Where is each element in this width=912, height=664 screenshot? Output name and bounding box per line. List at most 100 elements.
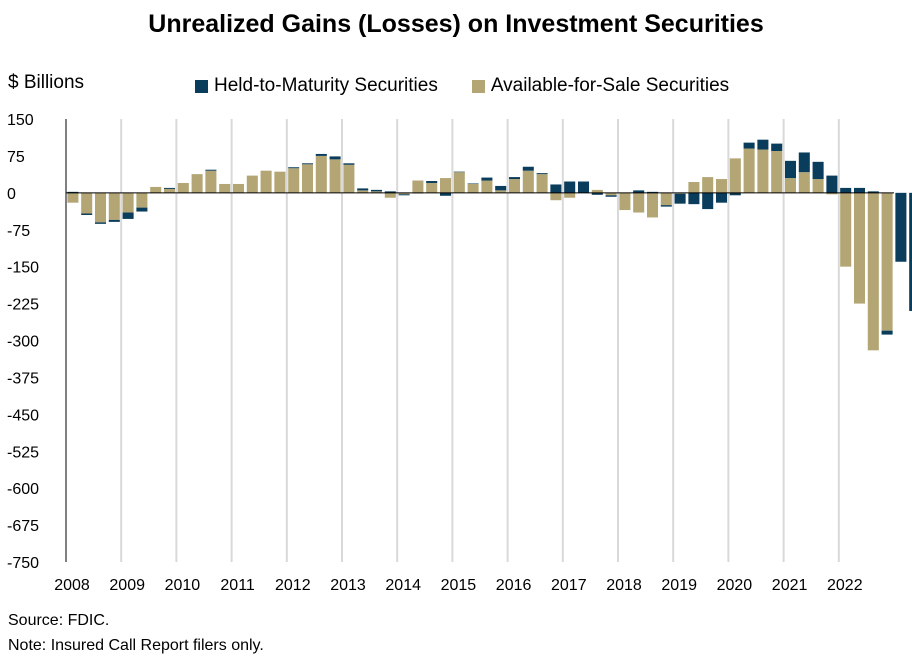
- bar-htm: [522, 166, 534, 171]
- bar-htm: [591, 192, 603, 195]
- bar-afs: [633, 192, 645, 213]
- bar-afs: [784, 178, 797, 193]
- bar-afs: [605, 192, 617, 196]
- bar-afs: [481, 180, 493, 193]
- bar-afs: [564, 192, 576, 198]
- y-tick-label: -525: [7, 444, 39, 461]
- y-tick-label: -600: [7, 481, 39, 498]
- bar-htm: [674, 193, 686, 204]
- x-tick-label: 2008: [54, 577, 90, 594]
- bar-htm: [715, 192, 728, 203]
- x-tick-label: 2019: [661, 577, 697, 594]
- bar-htm: [81, 213, 93, 215]
- x-tick-label: 2020: [717, 577, 753, 594]
- bar-htm: [329, 156, 341, 160]
- x-tick-label: 2022: [827, 577, 863, 594]
- x-tick-label: 2009: [109, 577, 145, 594]
- bar-afs: [384, 192, 396, 198]
- footnote: Note: Insured Call Report filers only.: [8, 637, 264, 654]
- source-note: Source: FDIC.: [8, 612, 110, 629]
- bar-htm: [439, 192, 452, 196]
- bar-htm: [536, 173, 548, 175]
- bar-afs: [370, 191, 383, 193]
- bar-htm: [909, 192, 912, 311]
- legend-label-afs: Available-for-Sale Securities: [490, 75, 730, 96]
- y-tick-label: -150: [7, 260, 39, 277]
- bar-htm: [812, 161, 824, 180]
- bar-htm: [398, 194, 410, 196]
- x-tick-label: 2015: [441, 577, 477, 594]
- bar-htm: [840, 187, 852, 193]
- bar-afs: [191, 174, 203, 193]
- bar-afs: [398, 192, 410, 195]
- bar-afs: [150, 186, 162, 193]
- legend-swatch-afs: [471, 79, 485, 93]
- bar-afs: [826, 192, 838, 195]
- bar-afs: [840, 192, 852, 267]
- bar-afs: [343, 164, 355, 193]
- bar-htm: [481, 177, 493, 181]
- bar-afs: [467, 183, 479, 193]
- bar-htm: [605, 195, 617, 197]
- bar-htm: [660, 205, 672, 207]
- bar-afs: [122, 192, 134, 213]
- legend-label-htm: Held-to-Maturity Securities: [214, 75, 438, 96]
- bar-htm: [453, 171, 465, 173]
- bar-afs: [329, 159, 341, 193]
- bar-htm: [495, 185, 507, 191]
- bar-afs: [536, 174, 548, 193]
- y-tick-label: -675: [7, 518, 39, 535]
- bar-afs: [688, 182, 700, 193]
- bar-htm: [94, 222, 107, 224]
- y-tick-label: -450: [7, 407, 39, 424]
- bar-htm: [826, 175, 838, 193]
- bar-htm: [881, 330, 893, 335]
- bar-afs: [646, 192, 659, 218]
- legend-swatch-htm: [195, 79, 208, 93]
- bar-htm: [798, 152, 810, 173]
- x-tick-label: 2017: [551, 577, 587, 594]
- bar-htm: [301, 163, 314, 165]
- bar-afs: [439, 178, 452, 193]
- bar-afs: [812, 179, 824, 193]
- bar-htm: [370, 189, 383, 192]
- bar-htm: [757, 139, 769, 150]
- bar-htm: [163, 187, 176, 189]
- bar-htm: [688, 192, 700, 205]
- bar-htm: [288, 167, 300, 169]
- bar-afs: [315, 155, 327, 193]
- bar-htm: [853, 187, 866, 193]
- bar-htm: [122, 212, 134, 219]
- bar-afs: [881, 192, 893, 331]
- bar-afs: [715, 179, 728, 193]
- bar-afs: [757, 149, 769, 193]
- bar-afs: [288, 168, 300, 193]
- x-tick-label: 2013: [330, 577, 366, 594]
- bar-htm: [467, 183, 479, 184]
- y-tick-label: 75: [7, 149, 25, 166]
- bar-afs: [301, 164, 314, 193]
- bar-afs: [108, 192, 120, 220]
- x-tick-label: 2021: [772, 577, 808, 594]
- x-tick-label: 2011: [220, 577, 255, 594]
- bar-afs: [94, 192, 107, 223]
- x-tick-label: 2012: [275, 577, 311, 594]
- bar-htm: [508, 177, 521, 180]
- bar-htm: [771, 143, 783, 151]
- bar-afs: [660, 192, 672, 206]
- bar-afs: [67, 192, 79, 203]
- bar-afs: [260, 170, 272, 193]
- bar-afs: [591, 189, 603, 193]
- bar-afs: [357, 190, 369, 193]
- bar-htm: [784, 160, 797, 179]
- bar-afs: [522, 170, 534, 193]
- chart-title: Unrealized Gains (Losses) on Investment …: [148, 10, 764, 38]
- y-tick-label: -300: [7, 334, 39, 351]
- bar-afs: [702, 177, 714, 193]
- bar-afs: [550, 192, 562, 201]
- y-tick-label: 0: [7, 186, 16, 203]
- bar-htm: [426, 181, 438, 183]
- bar-htm: [743, 142, 755, 149]
- y-axis-label: $ Billions: [8, 72, 85, 93]
